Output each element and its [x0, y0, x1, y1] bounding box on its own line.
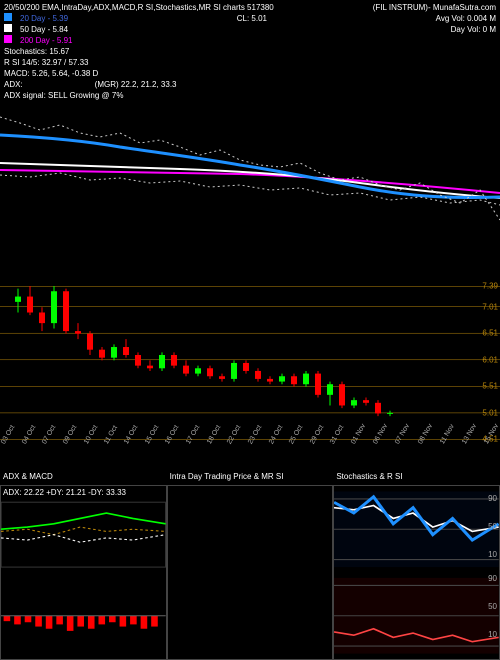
- day-vol: Day Vol: 0 M: [451, 24, 496, 35]
- stochastics-panel: Stochastics & R SI 90 50 10 90 50 10: [333, 485, 500, 660]
- avg-vol: Avg Vol: 0.004 M: [436, 13, 496, 24]
- close-price: CL: 5.01: [237, 13, 267, 24]
- ema-chart: [0, 75, 500, 255]
- candlestick-chart: 7.397.016.516.015.515.014.51 03 Oct04 Oc…: [0, 270, 500, 470]
- ema50: 50 Day - 5.84: [20, 24, 68, 35]
- rsi-label: R SI 14/5: 32.97 / 57.33: [4, 57, 496, 68]
- title-left: 20/50/200 EMA,IntraDay,ADX,MACD,R SI,Sto…: [4, 2, 274, 13]
- adx-subtitle: ADX: 22.22 +DY: 21.21 -DY: 33.33: [3, 488, 126, 497]
- stochastics-label: Stochastics: 15.67: [4, 46, 496, 57]
- adx-macd-panel: ADX & MACD ADX: 22.22 +DY: 21.21 -DY: 33…: [0, 485, 167, 660]
- panel-title-stoch: Stochastics & R SI: [336, 472, 402, 481]
- panel-title-intraday: Intra Day Trading Price & MR SI: [170, 472, 284, 481]
- panel-title-adx: ADX & MACD: [3, 472, 53, 481]
- title-right: (FIL INSTRUM)- MunafaSutra.com: [373, 2, 496, 13]
- indicator-panels: ADX & MACD ADX: 22.22 +DY: 21.21 -DY: 33…: [0, 485, 500, 660]
- ema200: 200 Day - 5.91: [20, 35, 72, 46]
- intraday-panel: Intra Day Trading Price & MR SI: [167, 485, 334, 660]
- ema20: 20 Day - 5.39: [20, 13, 68, 24]
